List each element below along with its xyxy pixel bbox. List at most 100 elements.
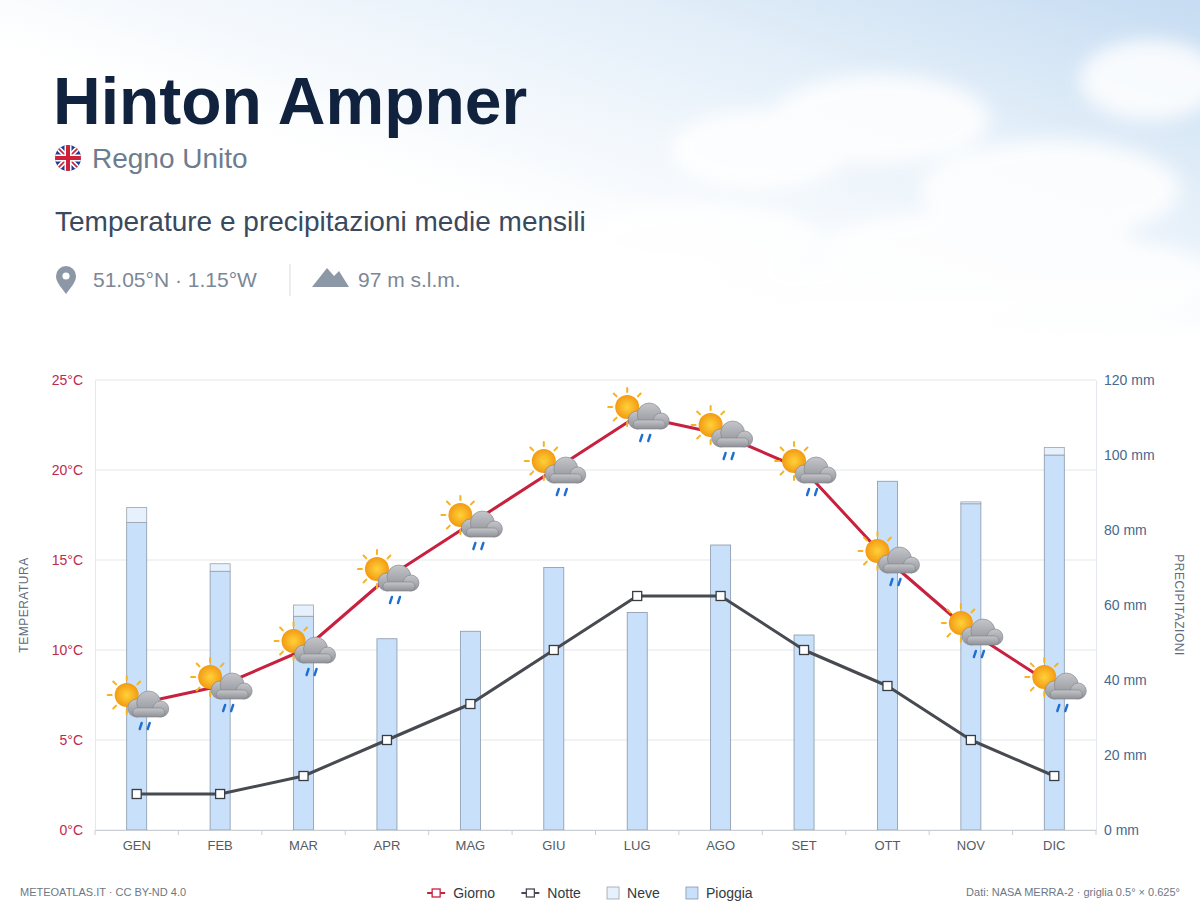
legend-label: Pioggia bbox=[706, 885, 753, 901]
x-tick-label: SET bbox=[791, 838, 816, 853]
sun-ray bbox=[864, 562, 867, 565]
cloud-part bbox=[550, 474, 582, 483]
x-tick: MAG bbox=[456, 830, 486, 853]
sun-ray bbox=[221, 664, 224, 667]
sun-ray bbox=[1031, 688, 1034, 691]
sun-ray bbox=[1043, 692, 1045, 696]
sun-ray bbox=[721, 412, 724, 415]
x-band-separator bbox=[95, 830, 96, 835]
y-tick: 0°C bbox=[60, 822, 96, 838]
bar bbox=[294, 605, 314, 616]
y2-tick-label: 60 mm bbox=[1104, 597, 1147, 613]
cloud bbox=[628, 403, 669, 429]
sun-ray bbox=[137, 682, 140, 685]
sun-ray bbox=[1055, 664, 1058, 667]
rain-drop bbox=[898, 579, 900, 585]
rain-drop bbox=[231, 705, 233, 711]
rain-drops bbox=[390, 597, 400, 603]
rain-drop bbox=[732, 453, 734, 459]
y-tick-label: 25°C bbox=[52, 372, 83, 388]
sun-ray bbox=[209, 658, 211, 662]
sun-ray bbox=[614, 394, 617, 397]
rain-drops bbox=[640, 435, 650, 441]
sky-fade bbox=[0, 260, 1200, 340]
bar bbox=[961, 504, 981, 830]
x-band-separator bbox=[678, 830, 679, 835]
cloud bbox=[962, 619, 1003, 645]
sun-ray bbox=[191, 676, 195, 678]
y2-tick: 20 mm bbox=[1096, 747, 1147, 763]
sun-ray bbox=[126, 710, 128, 714]
sun-ray bbox=[1031, 664, 1034, 667]
y-tick-label: 5°C bbox=[60, 732, 84, 748]
sun-ray bbox=[293, 622, 295, 626]
legend-item: Notte bbox=[521, 885, 581, 901]
pin-hole bbox=[62, 272, 69, 279]
bar bbox=[961, 502, 981, 504]
sun-ray bbox=[697, 436, 700, 439]
sun-ray bbox=[447, 502, 450, 505]
mountain-icon bbox=[312, 268, 349, 287]
sun-ray bbox=[960, 604, 962, 608]
sun-ray bbox=[530, 448, 533, 451]
x-tick-label: AGO bbox=[706, 838, 735, 853]
sun-ray bbox=[441, 514, 445, 516]
y-tick-label: 10°C bbox=[52, 642, 83, 658]
bars bbox=[127, 448, 1065, 831]
cloud bbox=[461, 511, 502, 537]
bar bbox=[127, 508, 147, 523]
background bbox=[0, 0, 1200, 920]
sun-ray bbox=[947, 610, 950, 613]
sun-ray bbox=[697, 412, 700, 415]
weather-icon bbox=[775, 442, 836, 495]
bar bbox=[377, 638, 397, 639]
x-tick: GEN bbox=[123, 830, 151, 853]
y2-tick: 60 mm bbox=[1096, 597, 1147, 613]
x-band-separator bbox=[512, 830, 513, 835]
marker bbox=[633, 592, 642, 601]
sun-ray bbox=[197, 688, 200, 691]
y-axis-line bbox=[95, 381, 96, 831]
cloud-part bbox=[1050, 690, 1082, 699]
sun-ray bbox=[293, 656, 295, 660]
cloud bbox=[795, 457, 836, 483]
bar bbox=[877, 481, 897, 482]
marker bbox=[1050, 772, 1059, 781]
sun-ray bbox=[126, 676, 128, 680]
sun-ray bbox=[364, 580, 367, 583]
sun-ray bbox=[864, 538, 867, 541]
sun-ray bbox=[781, 472, 784, 475]
cloud-part bbox=[466, 528, 498, 537]
x-band-separator bbox=[428, 830, 429, 835]
cloud bbox=[545, 457, 586, 483]
sun-ray bbox=[971, 610, 974, 613]
y2-tick: 80 mm bbox=[1096, 522, 1147, 538]
cloud-part bbox=[967, 636, 999, 645]
x-band-separator bbox=[845, 830, 846, 835]
cloud bbox=[1045, 673, 1086, 699]
bar bbox=[460, 631, 480, 632]
x-tick: OTT bbox=[874, 830, 900, 853]
sun-ray bbox=[1025, 676, 1029, 678]
grid-line bbox=[95, 470, 1096, 471]
rain-drops bbox=[557, 489, 567, 495]
x-tick: GIU bbox=[542, 830, 565, 853]
marker bbox=[299, 772, 308, 781]
subtitle: Regno Unito bbox=[92, 143, 248, 174]
weather-icon bbox=[942, 604, 1003, 657]
sun-ray bbox=[471, 502, 474, 505]
sun-ray bbox=[280, 628, 283, 631]
y-tick: 25°C bbox=[52, 372, 95, 388]
rain-drop bbox=[815, 489, 817, 495]
y2-tick-label: 0 mm bbox=[1104, 822, 1139, 838]
marker bbox=[883, 682, 892, 691]
rain-drop bbox=[223, 705, 225, 711]
x-tick-label: LUG bbox=[624, 838, 651, 853]
cloud bbox=[295, 637, 336, 663]
cloud-part bbox=[717, 438, 749, 447]
sun-ray bbox=[858, 550, 862, 552]
x-tick: AGO bbox=[706, 830, 735, 853]
bar bbox=[794, 635, 814, 830]
legend-item: Pioggia bbox=[686, 885, 753, 901]
weather-icon bbox=[108, 676, 169, 729]
